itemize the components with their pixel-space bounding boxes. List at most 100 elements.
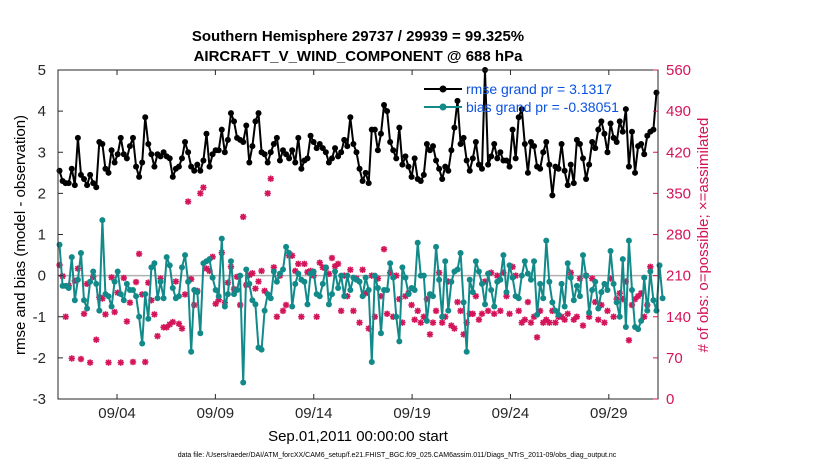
rmse-series-point: [475, 161, 482, 168]
bias-series-point: [414, 239, 421, 246]
obs-marker-stroke: [102, 311, 109, 318]
rmse-series-point: [463, 157, 470, 164]
bias-series-point: [322, 264, 329, 271]
bias-series-point: [325, 301, 332, 308]
bias-series-point: [377, 330, 384, 337]
bias-series-point: [641, 274, 648, 281]
bias-series-point: [139, 340, 146, 347]
rmse-series-point: [286, 155, 293, 162]
obs-marker-stroke: [151, 311, 158, 318]
x-axis-label: Sep.01,2011 00:00:00 start: [268, 428, 449, 445]
bias-series-point: [524, 270, 531, 277]
rmse-series-point: [601, 130, 608, 137]
obs-count-point: [573, 313, 581, 320]
x-tick-label: 09/09: [197, 405, 235, 422]
plot-area: [58, 70, 658, 399]
obs-marker-stroke: [172, 278, 179, 285]
y-left-tick-label: 1: [38, 227, 46, 244]
obs-marker-stroke: [595, 316, 602, 323]
rmse-series-point: [632, 169, 639, 176]
obs-count-point: [417, 319, 424, 326]
rmse-series-point: [191, 167, 198, 174]
rmse-series-point: [200, 157, 207, 164]
obs-marker-stroke: [292, 267, 299, 274]
x-tick-label: 09/19: [393, 405, 431, 422]
rmse-series-point: [381, 101, 388, 108]
obs-marker-stroke: [497, 307, 504, 314]
obs-marker-stroke: [472, 293, 479, 300]
bias-series-point: [374, 284, 381, 291]
rmse-series-point: [280, 147, 286, 154]
obs-marker-stroke: [625, 337, 632, 344]
bias-series-point: [197, 330, 204, 337]
bias-series-point: [515, 295, 522, 302]
rmse-series-point: [289, 147, 296, 154]
rmse-series-point: [307, 132, 314, 139]
rmse-series-point: [518, 106, 525, 113]
bias-series-point: [283, 243, 290, 250]
bias-series-point: [540, 295, 547, 302]
rmse-series-point: [255, 110, 262, 117]
bias-series-point: [169, 284, 176, 291]
bias-series-point: [359, 293, 366, 300]
bias-series-point: [506, 262, 513, 269]
bias-series-point: [387, 260, 394, 267]
bias-series-point: [433, 243, 440, 250]
rmse-series-point: [537, 165, 544, 172]
obs-count-point: [457, 307, 464, 315]
rmse-series-point: [371, 126, 378, 133]
obs-marker-stroke: [430, 319, 436, 326]
obs-marker-stroke: [267, 175, 274, 182]
obs-marker-stroke: [81, 310, 87, 317]
rmse-series-point: [188, 163, 195, 170]
bias-series-point: [319, 280, 326, 287]
rmse-series-point: [87, 171, 94, 178]
rmse-series-point: [644, 132, 651, 139]
bias-series-point: [87, 278, 94, 285]
bias-series-point: [475, 268, 482, 275]
bias-series-point: [420, 272, 427, 279]
bias-series-point: [295, 270, 302, 277]
bias-series-point: [221, 303, 228, 310]
obs-count-point: [181, 291, 189, 298]
obs-count-point: [301, 260, 308, 268]
obs-marker-stroke: [359, 266, 366, 273]
rmse-series-point: [384, 108, 391, 115]
obs-count-point: [316, 259, 323, 266]
obs-count-point: [175, 320, 183, 327]
x-tick-label: 09/29: [590, 405, 628, 422]
bias-series-point: [613, 299, 620, 306]
obs-count-point: [68, 355, 75, 362]
obs-count-point: [429, 319, 437, 326]
obs-count-point: [337, 307, 345, 315]
obs-count-point: [117, 359, 124, 366]
bias-series-point: [472, 258, 479, 265]
rmse-series-point: [353, 149, 360, 156]
obs-count-point: [62, 313, 69, 320]
bias-series-point: [81, 297, 88, 304]
obs-marker-stroke: [114, 289, 121, 296]
rmse-series-point: [512, 155, 519, 162]
rmse-series-point: [399, 161, 406, 168]
bias-series-point: [74, 276, 81, 283]
obs-marker-stroke: [475, 316, 482, 323]
rmse-series-point: [74, 134, 81, 141]
rmse-series-point: [494, 155, 501, 162]
bias-series-point: [84, 305, 91, 312]
rmse-series-point: [402, 153, 409, 160]
obs-marker-stroke: [130, 359, 136, 365]
obs-count-point: [264, 190, 271, 197]
obs-count-point: [469, 310, 476, 318]
obs-count-point: [261, 287, 268, 295]
obs-marker-stroke: [601, 319, 608, 326]
obs-marker-stroke: [99, 295, 106, 302]
bias-series-point: [99, 217, 106, 224]
rmse-series-point: [221, 149, 228, 156]
obs-count-point: [527, 319, 535, 326]
rmse-series-point: [347, 114, 354, 121]
y-right-tick-label: 0: [666, 391, 674, 408]
obs-count-point: [154, 332, 161, 340]
bias-series-point: [442, 258, 449, 265]
rmse-series-point: [231, 118, 238, 125]
bias-series-point: [209, 274, 216, 281]
